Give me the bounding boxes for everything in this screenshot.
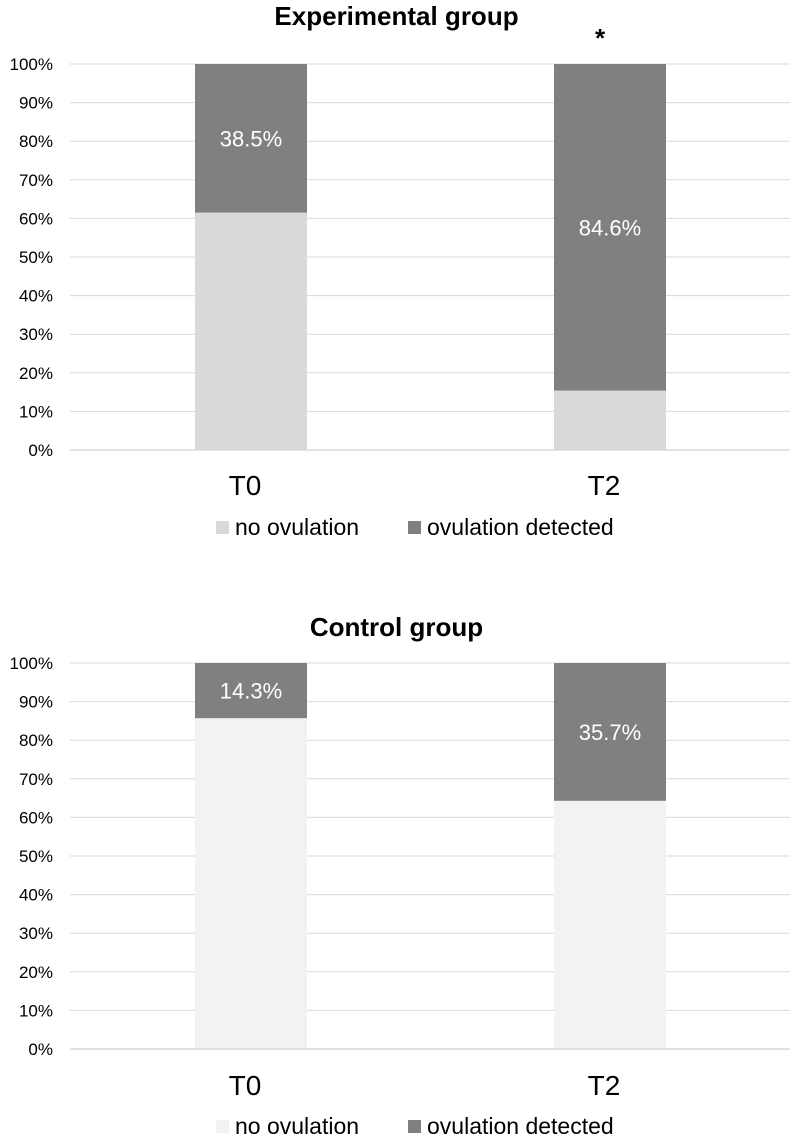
y-tick-label: 90% xyxy=(19,693,53,712)
y-tick-label: 80% xyxy=(19,731,53,750)
bar-t0-no-ovulation xyxy=(195,718,307,1049)
y-tick-label: 40% xyxy=(19,287,53,306)
y-tick-label: 30% xyxy=(19,924,53,943)
data-label: 14.3% xyxy=(220,679,282,704)
legend-label: no ovulation xyxy=(235,1113,359,1138)
y-tick-label: 50% xyxy=(19,248,53,267)
x-tick-label: T2 xyxy=(588,470,621,501)
y-tick-label: 80% xyxy=(19,132,53,151)
data-label: 38.5% xyxy=(220,126,282,151)
y-tick-label: 40% xyxy=(19,886,53,905)
control-group-panel: Control group 0% 10% 20% 30% 40% 50% 60% 70% 80% 9… xyxy=(10,612,790,1138)
y-tick-label: 10% xyxy=(19,402,53,421)
x-tick-label: T2 xyxy=(588,1070,621,1101)
legend-swatch-no-ovulation xyxy=(216,1120,229,1133)
bar-t2-no-ovulation xyxy=(554,390,666,450)
bar-t0-ovulation-detected xyxy=(195,64,307,213)
data-label: 84.6% xyxy=(579,215,641,240)
y-tick-label: 100% xyxy=(10,55,53,74)
y-tick-label: 30% xyxy=(19,325,53,344)
bar-t2-ovulation-detected xyxy=(554,663,666,801)
experimental-group-panel: Experimental group 0% 10% 20% 30% 40% 50% 60% 70… xyxy=(10,1,790,540)
significance-marker: * xyxy=(595,23,606,53)
chart-title: Experimental group xyxy=(274,1,518,31)
y-tick-label: 70% xyxy=(19,171,53,190)
x-tick-label: T0 xyxy=(229,1070,262,1101)
legend-swatch-ovulation-detected xyxy=(408,521,421,534)
bar-t0-no-ovulation xyxy=(195,212,307,450)
y-tick-label: 100% xyxy=(10,654,53,673)
y-tick-label: 50% xyxy=(19,847,53,866)
y-tick-label: 20% xyxy=(19,963,53,982)
y-tick-label: 20% xyxy=(19,364,53,383)
y-tick-label: 60% xyxy=(19,808,53,827)
y-tick-label: 70% xyxy=(19,770,53,789)
legend-label: no ovulation xyxy=(235,514,359,540)
y-tick-label: 10% xyxy=(19,1001,53,1020)
bar-t2-ovulation-detected xyxy=(554,64,666,391)
y-tick-label: 0% xyxy=(28,441,53,460)
y-tick-label: 90% xyxy=(19,94,53,113)
legend-swatch-ovulation-detected xyxy=(408,1120,421,1133)
legend-swatch-no-ovulation xyxy=(216,521,229,534)
bar-t2-no-ovulation xyxy=(554,800,666,1049)
x-tick-label: T0 xyxy=(229,470,262,501)
chart-title: Control group xyxy=(310,612,483,642)
bar-t0-ovulation-detected xyxy=(195,663,307,719)
data-label: 35.7% xyxy=(579,720,641,745)
legend-label: ovulation detected xyxy=(427,1113,614,1138)
y-tick-label: 60% xyxy=(19,209,53,228)
legend-label: ovulation detected xyxy=(427,514,614,540)
y-tick-label: 0% xyxy=(28,1040,53,1059)
